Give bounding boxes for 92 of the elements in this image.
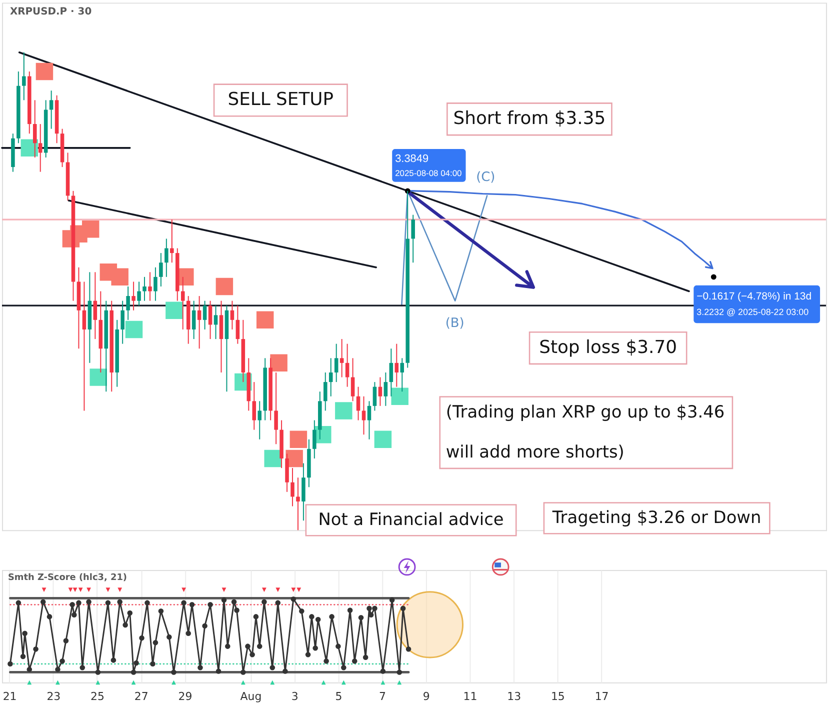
point [270,354,288,372]
point [710,274,716,280]
point [374,430,392,448]
point [264,450,282,468]
candlestick [38,124,42,172]
annotation: Stop loss $3.70 [539,336,678,358]
candlestick [323,372,328,412]
candlestick [208,300,212,340]
x-tick-label: 23 [46,690,61,703]
candlestick [258,400,262,440]
candlestick [274,372,278,445]
annotation: (B) [445,316,464,332]
candlestick [328,358,333,397]
x-tick-label: 13 [507,690,522,703]
chart-title: Smth Z-Score (hlc3, 21) [8,572,128,583]
candlestick [285,453,289,492]
annotation: Not a Financial advice [318,509,504,530]
candlestick [120,300,124,344]
candlestick [296,477,300,531]
x-tick-label: 7 [379,690,386,703]
candlestick [197,296,202,350]
candlestick [389,348,394,397]
annotation: Short from $3.35 [453,108,606,130]
annotation: 3.3849 [395,152,429,165]
x-tick-label: 29 [178,690,192,703]
candlestick [214,305,218,340]
candlestick [372,382,377,412]
candlestick [334,343,338,383]
point [90,368,107,386]
candlestick [400,358,404,392]
point [391,388,408,405]
candlestick [367,400,372,440]
candlestick [411,214,415,264]
annotation: (Trading plan XRP go up to $3.46 will add more shorts) [446,402,725,462]
x-tick-label: 9 [422,690,430,703]
candlestick [142,276,146,302]
candlestick [340,338,344,378]
annotation: Trageting $3.26 or Down [551,507,762,528]
x-tick-label: 15 [550,690,565,703]
candlestick [154,266,158,302]
x-tick-label: 11 [463,690,478,703]
candlestick [378,376,382,406]
x-tick-label: 21 [2,690,17,703]
annotation: 3.2232 @ 2025-08-22 03:00 [696,307,809,318]
point [125,320,143,338]
annotation: SELL SETUP [228,89,334,110]
candlestick [82,281,86,412]
candlestick [350,358,355,402]
candlestick [93,272,98,340]
candlestick [159,252,163,287]
x-tick-label: 17 [594,690,609,703]
annotation: 2025-08-08 04:00 [395,168,462,178]
candlestick [236,305,240,344]
x-tick-label: Aug [240,690,262,703]
point [36,62,54,80]
point [82,220,100,238]
candlestick [32,100,37,158]
x-tick-label: 5 [335,690,342,703]
point [256,311,274,329]
candlestick [219,300,224,373]
candlestick [49,90,54,130]
candlestick [356,386,360,421]
point [216,278,234,296]
candlestick [192,300,196,340]
candlestick [345,343,350,388]
candlestick [394,343,399,388]
x-tick-label: 27 [134,690,148,703]
point [166,302,183,319]
point [111,268,128,286]
candlestick [180,276,185,330]
candlestick [170,219,174,264]
candlestick [202,300,207,330]
x-tick-label: 25 [90,690,104,703]
chart-title: XRPUSD.P · 30 [10,6,92,18]
candlestick [312,420,316,459]
candlestick [230,300,234,330]
candlestick [126,286,130,320]
candlestick [148,272,152,302]
point [290,430,308,448]
x-tick-label: 3 [291,690,298,703]
candlestick [164,238,168,278]
candlestick [252,382,256,430]
candlestick [302,462,306,522]
candlestick [22,52,26,101]
candlestick [290,468,294,507]
point [335,402,352,420]
candlestick [362,396,366,436]
candlestick [137,281,141,306]
candlestick [132,281,136,311]
annotation: −0.1617 (−4.78%) in 13d [696,291,812,302]
annotation: (C) [476,170,496,185]
candlestick [384,372,388,406]
